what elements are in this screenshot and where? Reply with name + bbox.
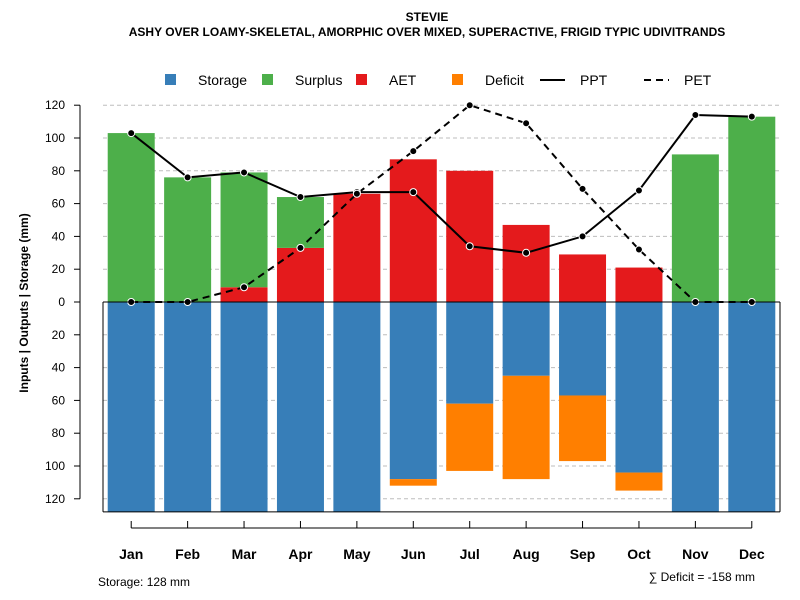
legend-label-surplus: Surplus [295,72,342,88]
bar-deficit-oct [615,472,663,491]
bar-storage-apr [276,302,324,512]
bar-storage-sep [559,302,607,396]
bar-surplus-nov [671,154,719,302]
bar-storage-jul [446,302,494,404]
bar-surplus-feb [164,177,212,302]
legend-label-deficit: Deficit [485,72,524,88]
point-pet-oct [634,245,643,254]
point-ppt-sep [578,232,587,241]
point-pet-jul [465,101,474,110]
x-tick-label-sep: Sep [570,546,596,562]
bar-aet-jun [389,159,437,302]
legend-label-storage: Storage [198,72,247,88]
point-ppt-jan [127,129,136,138]
bar-storage-oct [615,302,663,473]
point-pet-sep [578,184,587,193]
storage-footnote: Storage: 128 mm [98,575,190,589]
point-ppt-oct [634,186,643,195]
bar-surplus-dec [728,116,776,303]
bar-surplus-mar [220,172,268,288]
grid-lines [103,104,780,500]
bar-surplus-jan [107,133,155,302]
bar-storage-jun [389,302,437,480]
legend-swatch-storage [165,74,176,85]
legend-label-ppt: PPT [580,72,608,88]
legend-swatch-surplus [262,74,273,85]
point-ppt-mar [240,168,249,177]
y-axis-label: Inputs | Outputs | Storage (mm) [17,213,31,392]
x-tick-label-oct: Oct [627,546,651,562]
point-ppt-apr [296,193,305,202]
y-tick-label: 20 [52,328,66,342]
x-tick-label-may: May [343,546,370,562]
x-tick-label-jun: Jun [401,546,426,562]
point-pet-jun [409,147,418,156]
bar-storage-aug [502,302,550,376]
y-tick-label: 80 [52,426,66,440]
x-tick-label-jul: Jul [460,546,480,562]
bar-aet-sep [559,254,607,302]
point-pet-apr [296,243,305,252]
bar-storage-feb [164,302,212,512]
x-tick-label-dec: Dec [739,546,765,562]
x-tick-label-mar: Mar [232,546,257,562]
legend-swatch-deficit [452,74,463,85]
x-tick-label-jan: Jan [119,546,143,562]
legend-swatch-aet [356,74,367,85]
series-lines [127,101,756,306]
chart-title: STEVIE [406,10,449,24]
deficit-footnote: ∑ Deficit = -158 mm [649,570,755,584]
y-tick-label: 60 [52,197,66,211]
bar-aet-may [333,193,381,302]
y-tick-label: 80 [52,164,66,178]
y-tick-label: 100 [45,459,65,473]
x-tick-label-apr: Apr [288,546,313,562]
bar-storage-nov [671,302,719,512]
point-ppt-feb [183,173,192,182]
bar-deficit-jun [389,479,437,486]
bar-aet-apr [276,247,324,302]
bar-deficit-sep [559,395,607,462]
axes: 120 100 80 60 40 20 0 20 40 60 80 100 120 Jan Feb Mar Ap… [45,98,781,562]
bar-aet-aug [502,224,550,302]
point-pet-mar [240,283,249,292]
y-tick-label: 0 [58,295,65,309]
point-ppt-dec [747,112,756,121]
bar-deficit-jul [446,403,494,471]
y-tick-label: 60 [52,393,66,407]
y-tick-label: 40 [52,229,66,243]
x-tick-label-aug: Aug [513,546,540,562]
bar-storage-mar [220,302,268,512]
bars [107,116,776,512]
bar-storage-jan [107,302,155,512]
y-tick-label: 120 [45,98,65,112]
point-pet-aug [522,119,531,128]
y-tick-label: 120 [45,492,65,506]
bar-aet-oct [615,267,663,302]
point-ppt-aug [522,248,531,257]
y-tick-label: 40 [52,361,66,375]
legend-label-aet: AET [389,72,417,88]
x-tick-label-nov: Nov [682,546,709,562]
bar-storage-may [333,302,381,512]
point-ppt-nov [691,111,700,120]
bar-storage-dec [728,302,776,512]
bar-deficit-aug [502,375,550,480]
bar-aet-jul [446,170,494,302]
legend-label-pet: PET [684,72,712,88]
y-tick-label: 20 [52,262,66,276]
line-ppt [130,114,752,254]
x-tick-label-feb: Feb [175,546,200,562]
chart-subtitle: ASHY OVER LOAMY-SKELETAL, AMORPHIC OVER … [129,25,726,39]
y-tick-label: 100 [45,131,65,145]
point-ppt-jul [465,242,474,251]
point-pet-may [352,189,361,198]
legend: Storage Surplus AET Deficit PPT PET [165,72,712,88]
point-ppt-jun [409,188,418,197]
bar-surplus-apr [276,197,324,248]
